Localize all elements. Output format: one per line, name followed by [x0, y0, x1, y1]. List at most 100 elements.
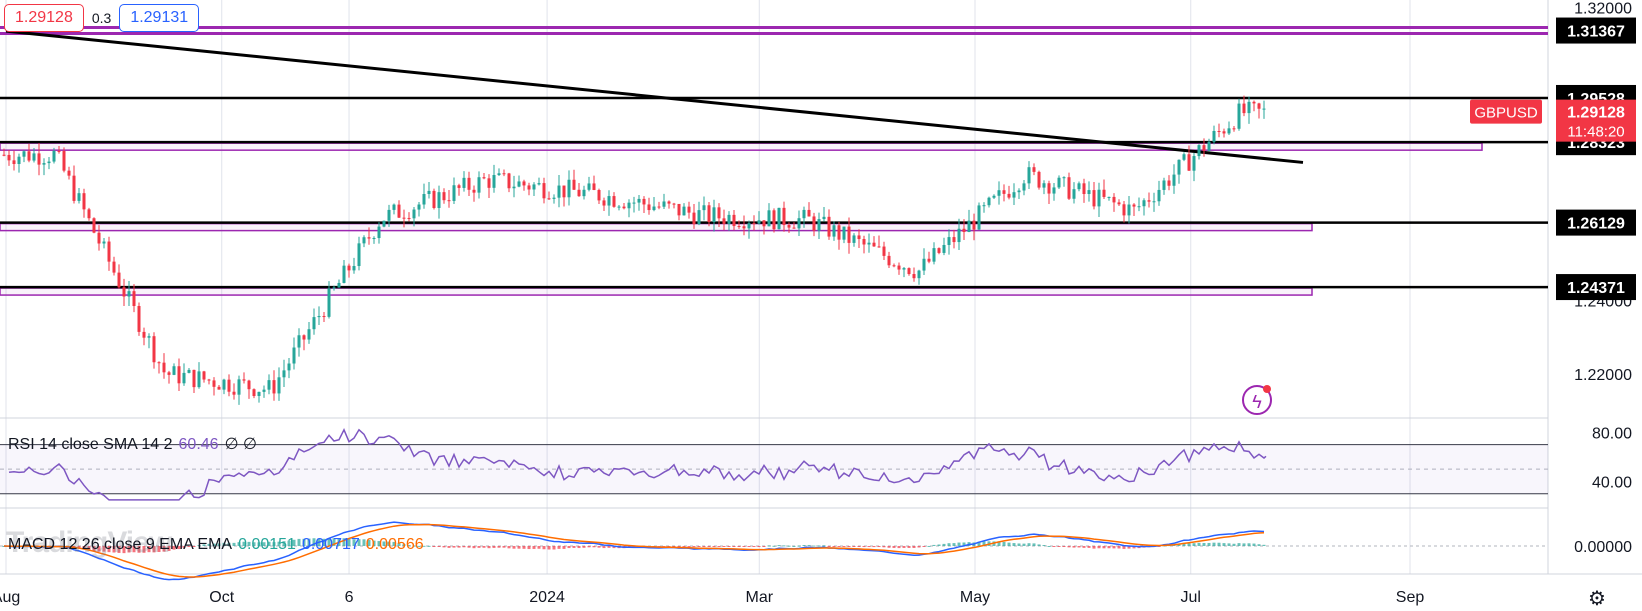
candle-body	[872, 242, 876, 247]
x-tick-label: Mar	[745, 589, 773, 606]
macd-histogram-bar	[1127, 546, 1131, 549]
macd-histogram-bar	[1077, 546, 1081, 548]
candle-body	[37, 153, 41, 165]
candle-body	[227, 379, 231, 392]
macd-histogram-bar	[387, 541, 391, 546]
candle-body	[1197, 145, 1201, 157]
candle-body	[1032, 167, 1036, 172]
candle-body	[292, 347, 296, 364]
candle-body	[607, 196, 611, 206]
macd-histogram-bar	[1262, 544, 1266, 546]
macd-histogram-bar	[142, 546, 146, 553]
last-price-tag	[1556, 99, 1636, 142]
candle-body	[647, 204, 651, 211]
candle-body	[922, 258, 926, 271]
macd-histogram-bar	[1197, 542, 1201, 546]
macd-histogram-bar	[327, 538, 331, 546]
macd-histogram-bar	[1002, 541, 1006, 546]
buy-price-button[interactable]: 1.29131	[119, 4, 200, 32]
candle-body	[327, 288, 331, 317]
candle-body	[977, 205, 981, 230]
candle-body	[667, 201, 671, 204]
lightning-icon[interactable]: ϟ	[1242, 385, 1272, 415]
macd-histogram-bar	[1132, 546, 1136, 549]
macd-histogram-bar	[732, 546, 736, 547]
candle-body	[892, 265, 896, 267]
macd-histogram-bar	[1042, 545, 1046, 547]
macd-histogram-bar	[462, 546, 466, 548]
candle-body	[157, 362, 161, 364]
macd-histogram-bar	[132, 546, 136, 553]
macd-histogram-bar	[457, 546, 461, 548]
candle-body	[997, 190, 1001, 196]
candle-body	[57, 150, 61, 152]
macd-histogram-bar	[747, 546, 751, 547]
candle-body	[1252, 101, 1256, 104]
candle-body	[442, 192, 446, 201]
macd-histogram-bar	[1212, 542, 1216, 546]
macd-histogram-bar	[982, 541, 986, 546]
rsi-line	[8, 428, 1267, 501]
macd-histogram-bar	[312, 538, 316, 546]
candle-body	[707, 205, 711, 223]
macd-histogram-bar	[997, 541, 1001, 546]
candle-body	[1077, 183, 1081, 190]
macd-histogram-bar	[742, 546, 746, 547]
macd-histogram-bar	[702, 546, 706, 547]
candle-body	[572, 179, 576, 190]
support-zone-rect	[0, 287, 1313, 296]
candle-body	[17, 156, 21, 165]
macd-histogram-bar	[1067, 546, 1071, 548]
macd-histogram-bar	[247, 541, 251, 546]
candle-body	[242, 379, 246, 381]
candle-body	[177, 366, 181, 384]
candle-body	[912, 274, 916, 279]
candle-body	[72, 175, 76, 201]
candle-body	[1112, 196, 1116, 203]
candle-body	[87, 209, 91, 219]
macd-histogram-bar	[897, 546, 901, 549]
macd-histogram-bar	[252, 542, 256, 546]
y-tick-label: 1.32000	[1574, 0, 1632, 17]
macd-histogram-bar	[1022, 543, 1026, 546]
candle-body	[62, 151, 66, 171]
candle-body	[857, 235, 861, 240]
candle-body	[212, 380, 216, 387]
x-tick-label: Sep	[1396, 589, 1425, 606]
macd-histogram-bar	[1057, 546, 1061, 547]
sell-price-button[interactable]: 1.29128	[4, 4, 84, 32]
macd-histogram-bar	[607, 546, 611, 548]
macd-histogram-bar	[667, 546, 671, 547]
macd-legend[interactable]: MACD 12 26 close 9 EMA EMA 0.00151 0.00717…	[8, 536, 424, 554]
candle-body	[112, 261, 116, 273]
macd-histogram-bar	[1232, 543, 1236, 546]
settings-gear-icon[interactable]: ⚙	[1588, 588, 1606, 610]
candle-body	[1137, 206, 1141, 208]
candle-body	[1012, 192, 1016, 198]
macd-histogram-bar	[372, 540, 376, 546]
candle-body	[992, 195, 996, 198]
candle-body	[1107, 196, 1111, 198]
macd-histogram-bar	[577, 546, 581, 549]
notification-dot	[1263, 385, 1271, 393]
macd-histogram-bar	[1117, 546, 1121, 549]
rsi-legend[interactable]: RSI 14 close SMA 14 2 60.46 ∅ ∅	[8, 434, 257, 454]
level-price-tag	[1556, 274, 1636, 301]
y-tick-label: 1.22000	[1574, 367, 1632, 384]
candle-body	[637, 198, 641, 203]
candle-body	[697, 210, 701, 225]
macd-histogram-bar	[322, 538, 326, 546]
macd-histogram-bar	[347, 538, 351, 546]
candle-body	[387, 209, 391, 221]
macd-histogram-bar	[887, 546, 891, 548]
rsi-band-fill	[0, 444, 1548, 494]
candle-body	[267, 380, 271, 390]
macd-histogram-bar	[927, 545, 931, 547]
macd-histogram-bar	[217, 543, 221, 546]
macd-histogram-bar	[192, 546, 196, 547]
candle-body	[192, 369, 196, 388]
macd-histogram-bar	[872, 546, 876, 548]
macd-histogram-bar	[302, 538, 306, 546]
